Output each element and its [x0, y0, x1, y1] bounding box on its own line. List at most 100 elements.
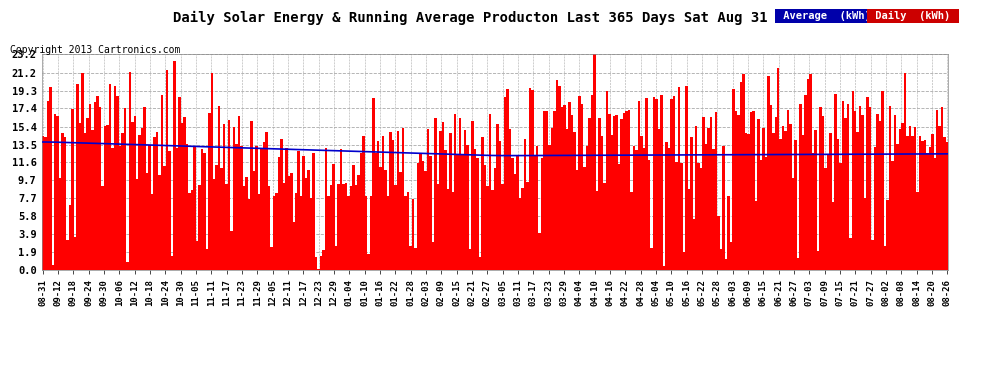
Bar — [104, 126, 106, 270]
Bar — [703, 117, 705, 270]
Bar — [201, 148, 203, 270]
Bar — [652, 97, 655, 270]
Bar — [89, 105, 91, 270]
Bar — [479, 257, 481, 270]
Bar — [916, 192, 919, 270]
Bar — [548, 145, 550, 270]
Bar — [155, 132, 158, 270]
Bar — [168, 151, 170, 270]
Bar — [323, 250, 325, 270]
Bar — [153, 137, 155, 270]
Bar — [134, 116, 136, 270]
Bar — [275, 193, 277, 270]
Bar — [81, 72, 84, 270]
Bar — [747, 134, 749, 270]
Bar — [616, 115, 618, 270]
Bar — [45, 137, 47, 270]
Bar — [303, 156, 305, 270]
Bar — [919, 136, 921, 270]
Bar — [526, 182, 529, 270]
Bar — [832, 202, 835, 270]
Bar — [807, 80, 809, 270]
Bar — [402, 128, 404, 270]
Bar — [257, 194, 260, 270]
Bar — [84, 133, 86, 270]
Bar — [593, 54, 596, 270]
Bar — [262, 142, 265, 270]
Bar — [109, 84, 111, 270]
Bar — [606, 91, 608, 270]
Bar — [940, 107, 943, 270]
Bar — [641, 135, 643, 270]
Bar — [206, 249, 208, 270]
Bar — [357, 176, 359, 270]
Bar — [601, 135, 603, 270]
Bar — [856, 132, 859, 270]
Bar — [840, 163, 842, 270]
Bar — [794, 140, 797, 270]
Bar — [231, 231, 233, 270]
Bar — [550, 128, 553, 270]
Bar — [59, 178, 61, 270]
Bar — [879, 121, 881, 270]
Bar — [643, 148, 645, 270]
Bar — [846, 104, 849, 270]
Bar — [539, 233, 541, 270]
Bar — [561, 107, 563, 270]
Bar — [558, 86, 561, 270]
Bar — [382, 136, 384, 270]
Bar — [749, 112, 752, 270]
Bar — [456, 154, 459, 270]
Bar — [238, 116, 241, 270]
Bar — [904, 73, 906, 270]
Bar — [270, 248, 272, 270]
Bar — [728, 196, 730, 270]
Text: Daily Solar Energy & Running Average Producton Last 365 Days Sat Aug 31 06:27: Daily Solar Energy & Running Average Pro… — [172, 11, 818, 26]
Bar — [387, 196, 389, 270]
Bar — [106, 125, 109, 270]
Bar — [437, 184, 440, 270]
Bar — [474, 149, 476, 270]
Bar — [578, 96, 581, 270]
Bar — [176, 148, 178, 270]
Bar — [662, 266, 665, 270]
Bar — [404, 196, 407, 270]
Bar — [618, 164, 621, 270]
Bar — [934, 158, 936, 270]
Bar — [772, 133, 774, 270]
Bar — [183, 117, 186, 270]
Bar — [586, 146, 588, 270]
Bar — [881, 90, 884, 270]
Bar — [545, 111, 548, 270]
Bar — [861, 115, 864, 270]
Bar — [633, 146, 636, 270]
Bar — [211, 74, 213, 270]
Bar — [260, 148, 262, 270]
Bar — [419, 153, 422, 270]
Bar — [471, 121, 474, 270]
Bar — [469, 249, 471, 270]
Bar — [896, 144, 899, 270]
Bar — [708, 128, 710, 270]
Bar — [693, 219, 695, 270]
Bar — [509, 129, 511, 270]
Bar — [345, 183, 347, 270]
Bar — [407, 192, 409, 270]
Bar — [767, 75, 769, 270]
Bar — [305, 178, 308, 270]
Bar — [374, 153, 377, 270]
Bar — [66, 240, 69, 270]
Bar — [568, 102, 571, 270]
Bar — [71, 110, 74, 270]
Bar — [667, 148, 670, 270]
Bar — [871, 240, 874, 270]
Bar — [42, 136, 45, 270]
Bar — [198, 185, 201, 270]
Bar — [859, 105, 861, 270]
Bar — [158, 176, 160, 270]
Text: Average  (kWh): Average (kWh) — [777, 11, 877, 21]
Bar — [178, 97, 181, 270]
Bar — [613, 116, 616, 270]
Bar — [272, 196, 275, 270]
Bar — [173, 61, 176, 270]
